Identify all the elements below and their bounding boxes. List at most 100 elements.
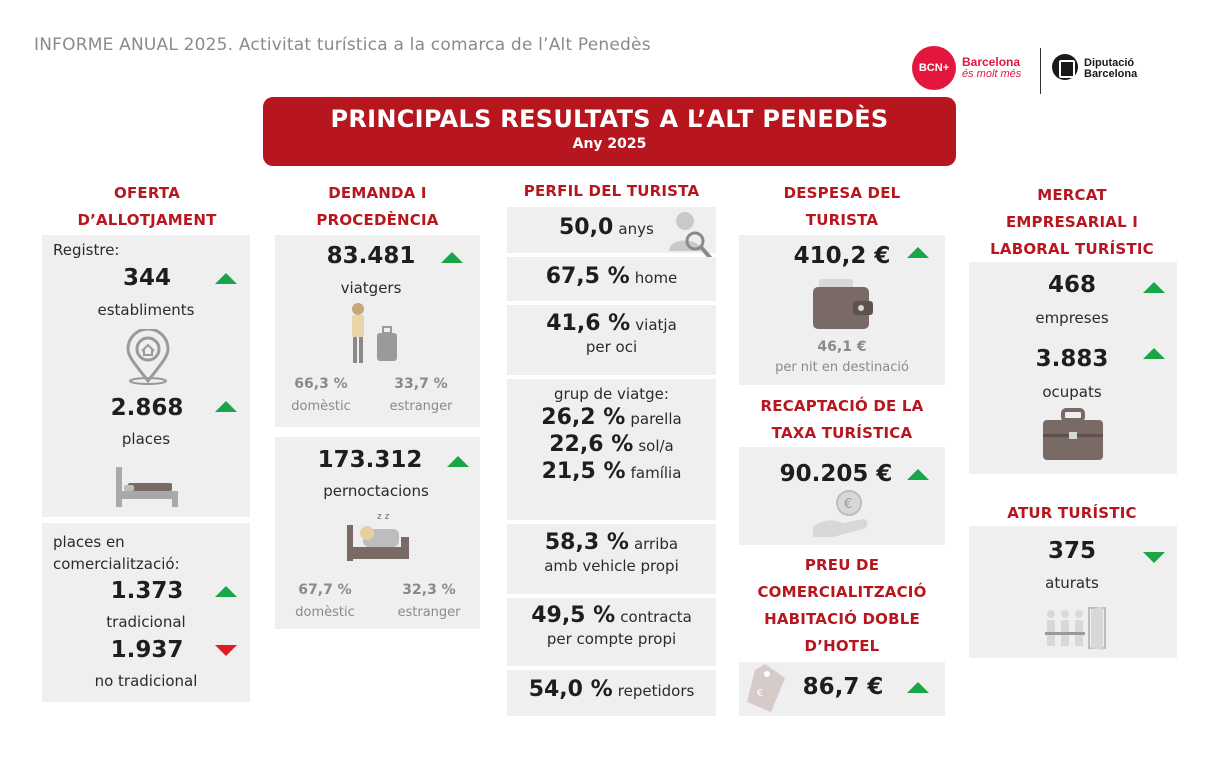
trend-up-icon xyxy=(215,273,237,284)
oci-row: 41,6 % viatja per oci xyxy=(507,305,716,375)
familia-label: família xyxy=(630,464,682,482)
trend-up-icon xyxy=(907,247,929,258)
preu-value: 86,7 € xyxy=(802,674,884,700)
trend-up-icon xyxy=(907,469,929,480)
vehicle-row: 58,3 % arriba amb vehicle propi xyxy=(507,524,716,594)
banner-subtitle: Any 2025 xyxy=(572,136,647,152)
banner-title: PRINCIPALS RESULTATS A L’ALT PENEDÈS xyxy=(330,105,889,133)
per-nit-label: per nit en destinació xyxy=(775,360,909,375)
trend-down-icon xyxy=(215,645,237,656)
familia-value: 21,5 % xyxy=(541,459,626,484)
logos: BCN+ Barcelona és molt més Diputació Bar… xyxy=(912,46,1152,96)
briefcase-icon xyxy=(1043,408,1103,460)
foreign-label: estranger xyxy=(389,399,453,414)
vehicle-label-2: amb vehicle propi xyxy=(544,557,679,575)
home-label: home xyxy=(634,269,678,287)
person-search-icon xyxy=(669,212,715,263)
contracta-row: 49,5 % contracta per compte propi xyxy=(507,598,716,666)
empreses-label: empreses xyxy=(1035,309,1109,327)
repetidors-value: 54,0 % xyxy=(528,677,613,702)
contracta-value: 49,5 % xyxy=(531,603,616,628)
comercialitzacio-label: places en comercialització: xyxy=(53,533,180,573)
taxa-panel: 90.205 € € xyxy=(739,447,945,545)
pernoctacions-value: 173.312 xyxy=(317,447,423,473)
diputacio-logo-text: Diputació Barcelona xyxy=(1084,57,1138,80)
diputacio-icon xyxy=(1052,54,1078,80)
bed-icon xyxy=(116,467,178,507)
mercat-heading: MERCAT EMPRESARIAL I LABORAL TURÍSTIC xyxy=(990,186,1154,258)
despesa-panel: 410,2 € 46,1 € per nit en destinació xyxy=(739,235,945,385)
contracta-label-2: per compte propi xyxy=(546,630,677,648)
establiments-label: establiments xyxy=(97,301,195,319)
preu-heading: PREU DE COMERCIALITZACIÓ HABITACIÓ DOBLE… xyxy=(757,556,927,655)
vehicle-value: 58,3 % xyxy=(544,530,629,555)
parella-label: parella xyxy=(630,410,682,428)
registre-label: Registre: xyxy=(53,241,120,259)
perfil-heading: PERFIL DEL TURISTA xyxy=(523,182,700,200)
oci-label: viatja xyxy=(635,316,677,334)
sleeping-icon: z z xyxy=(347,512,409,561)
trend-up-icon xyxy=(215,401,237,412)
despesa-value: 410,2 € xyxy=(793,243,891,269)
ocupats-value: 3.883 xyxy=(1035,346,1109,372)
sol-label: sol/a xyxy=(638,437,674,455)
pernoct-domestic-pct: 67,7 % xyxy=(298,582,352,598)
aturats-value: 375 xyxy=(1047,538,1096,564)
empreses-value: 468 xyxy=(1047,272,1096,298)
age-value: 50,0 xyxy=(559,215,614,240)
grup-label: grup de viatge: xyxy=(554,385,669,403)
oci-label-2: per oci xyxy=(585,338,638,356)
svg-text:z z: z z xyxy=(377,512,390,522)
bcn-logo: BCN+ xyxy=(912,46,956,90)
mercat-panel: 468 empreses 3.883 ocupats xyxy=(969,262,1177,474)
viatgers-foreign-pct: 33,7 % xyxy=(394,376,448,392)
places-value: 2.868 xyxy=(110,395,184,421)
sol-value: 22,6 % xyxy=(549,432,634,457)
oferta-comercialitzacio-panel: places en comercialització: 1.373 tradic… xyxy=(42,523,250,702)
trend-up-icon xyxy=(441,252,463,263)
viatgers-panel: 83.481 viatgers 66,3 % 33,7 % domèstic e… xyxy=(275,235,480,427)
oferta-registre-panel: Registre: 344 establiments 2.868 places xyxy=(42,235,250,517)
establiments-value: 344 xyxy=(122,265,171,291)
no-tradicional-label: no tradicional xyxy=(94,672,198,690)
location-pin-icon xyxy=(126,329,170,385)
traveler-luggage-icon xyxy=(352,303,397,363)
foreign-label: estranger xyxy=(397,605,461,620)
pernoct-foreign-pct: 32,3 % xyxy=(402,582,456,598)
viatgers-domestic-pct: 66,3 % xyxy=(294,376,348,392)
trend-up-icon xyxy=(1143,282,1165,293)
main-banner: PRINCIPALS RESULTATS A L’ALT PENEDÈS Any… xyxy=(263,97,956,166)
trend-up-icon xyxy=(215,586,237,597)
hand-coin-icon: € xyxy=(813,490,868,537)
aturats-label: aturats xyxy=(1045,574,1099,592)
home-row: 67,5 % home xyxy=(507,257,716,301)
pernoctacions-panel: 173.312 pernoctacions z z 67,7 % 32,3 % … xyxy=(275,437,480,629)
viatgers-value: 83.481 xyxy=(326,243,416,269)
trend-up-icon xyxy=(447,456,469,467)
tradicional-label: tradicional xyxy=(106,613,186,631)
viatgers-label: viatgers xyxy=(340,279,402,297)
trend-down-icon xyxy=(1143,552,1165,563)
atur-heading: ATUR TURÍSTIC xyxy=(1007,504,1137,522)
tradicional-value: 1.373 xyxy=(110,578,184,604)
trend-up-icon xyxy=(907,682,929,693)
home-value: 67,5 % xyxy=(545,264,630,289)
no-tradicional-value: 1.937 xyxy=(110,637,184,663)
taxa-heading: RECAPTACIÓ DE LA TAXA TURÍSTICA xyxy=(760,397,924,442)
ocupats-label: ocupats xyxy=(1042,383,1102,401)
grup-row: grup de viatge: 26,2 % parella 22,6 % so… xyxy=(507,379,716,520)
bcn-logo-text: Barcelona és molt més xyxy=(962,55,1022,80)
repetidors-label: repetidors xyxy=(617,682,695,700)
pernoctacions-label: pernoctacions xyxy=(323,482,429,500)
wallet-icon xyxy=(813,279,873,329)
age-label: anys xyxy=(618,220,654,238)
report-title: INFORME ANUAL 2025. Activitat turística … xyxy=(34,35,651,55)
atur-panel: 375 aturats xyxy=(969,526,1177,658)
age-row: 50,0 anys xyxy=(507,207,716,263)
preu-panel: € 86,7 € xyxy=(739,662,945,716)
places-label: places xyxy=(121,430,171,448)
despesa-heading: DESPESA DEL TURISTA xyxy=(783,184,901,229)
vehicle-label: arriba xyxy=(633,535,679,553)
price-tag-icon: € xyxy=(747,664,785,712)
per-nit-value: 46,1 € xyxy=(817,339,867,355)
